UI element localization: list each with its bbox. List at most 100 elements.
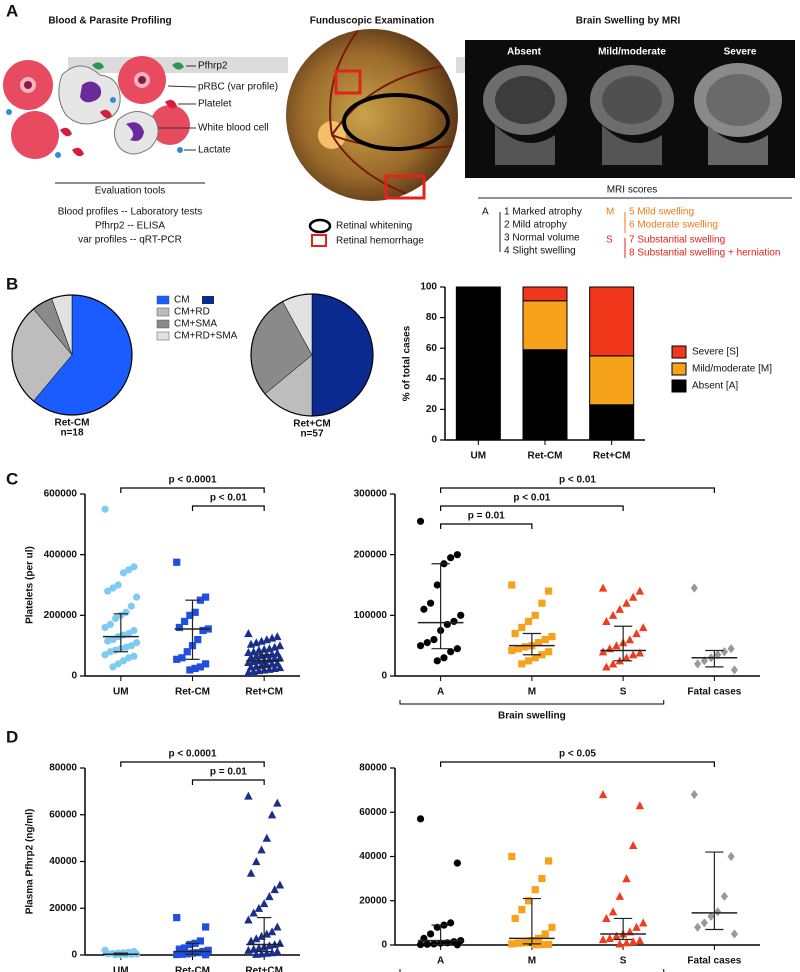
data-point: [106, 648, 114, 656]
data-point: [270, 664, 279, 673]
data-point: [183, 648, 191, 656]
legend-label: Mild/moderate [M]: [692, 364, 772, 375]
cell-label: Pfhrp2: [198, 61, 228, 72]
data-point: [538, 875, 546, 883]
data-point: [518, 660, 526, 668]
data-point: [104, 637, 112, 645]
data-point: [508, 646, 516, 655]
data-point: [598, 790, 608, 799]
p-value: p < 0.0001: [168, 749, 217, 760]
group-bracket: [399, 969, 665, 972]
data-point: [114, 581, 122, 589]
data-point: [416, 642, 425, 650]
score-letter: A: [482, 207, 489, 218]
y-tick-label: 40: [426, 373, 438, 384]
data-point: [252, 949, 261, 958]
data-point: [426, 930, 435, 938]
legend-swatch: [156, 295, 170, 305]
data-point: [265, 941, 274, 950]
data-point: [598, 583, 608, 592]
significance-bracket: [120, 487, 265, 493]
tool-item: var profiles -- qRT-PCR: [78, 235, 182, 246]
y-tick-label: 0: [381, 671, 387, 682]
panel-title: Blood & Parasite Profiling: [48, 16, 171, 27]
group-label: Brain swelling: [498, 711, 566, 722]
data-point: [605, 933, 614, 942]
data-point: [202, 923, 210, 931]
data-point: [508, 852, 516, 861]
data-point: [727, 644, 735, 654]
data-point: [416, 517, 425, 525]
p-value: p < 0.05: [559, 749, 596, 760]
data-point: [254, 903, 264, 912]
tool-item: Blood profiles -- Laboratory tests: [58, 207, 203, 218]
x-tick-label: Ret-CM: [175, 687, 210, 698]
data-point: [538, 651, 546, 659]
cell-label: Lactate: [198, 145, 231, 156]
data-point: [622, 598, 631, 607]
y-tick-label: 0: [381, 940, 387, 951]
cell-label: pRBC (var profile): [198, 82, 278, 93]
x-tick-label: Fatal cases: [687, 687, 741, 698]
y-tick-label: 100: [420, 282, 437, 293]
data-point: [101, 623, 109, 632]
legend-label: CM: [174, 295, 190, 306]
data-point: [111, 614, 120, 622]
panel-label: C: [6, 469, 18, 488]
x-tick-label: Ret+CM: [245, 687, 283, 698]
pie-subtitle: n=18: [60, 428, 84, 439]
data-point: [257, 636, 266, 645]
bar-segment: [522, 300, 568, 351]
data-point: [622, 938, 631, 947]
data-point: [175, 623, 183, 632]
y-tick-label: 80000: [49, 763, 77, 774]
x-tick-label: S: [620, 956, 627, 967]
data-point: [548, 632, 556, 641]
x-tick-label: UM: [113, 966, 129, 972]
legend-swatch: [156, 319, 170, 329]
mri-label: Mild/moderate: [598, 47, 666, 58]
data-point: [635, 586, 645, 595]
data-point: [173, 950, 181, 959]
scores-title: MRI scores: [607, 185, 658, 196]
data-point: [423, 639, 431, 647]
data-point: [694, 659, 702, 669]
data-point: [262, 635, 271, 644]
data-point: [430, 636, 438, 644]
data-point: [707, 911, 715, 921]
legend-label: CM+RD: [174, 307, 210, 318]
data-point: [259, 665, 269, 674]
pie-title: Ret+CM: [293, 419, 331, 430]
data-point: [521, 939, 529, 947]
legend-label: CM+SMA: [174, 319, 217, 330]
cell-label: Platelet: [198, 99, 232, 110]
data-point: [267, 948, 277, 957]
significance-bracket: [191, 505, 265, 511]
data-point: [632, 629, 641, 638]
data-point: [538, 940, 546, 949]
data-point: [181, 944, 189, 952]
pie-slice: [311, 293, 374, 417]
legend-swatch: [202, 296, 214, 304]
y-tick-label: 40000: [359, 851, 387, 862]
tool-item: Pfhrp2 -- ELISA: [95, 221, 165, 232]
data-point: [612, 931, 621, 940]
panel-title: Funduscopic Examination: [310, 16, 434, 27]
data-point: [246, 936, 256, 945]
data-point: [275, 880, 285, 889]
y-tick-label: 20000: [49, 903, 77, 914]
p-value: p < 0.01: [559, 475, 596, 486]
x-tick-label: A: [437, 687, 444, 698]
y-tick-label: 40000: [49, 856, 77, 867]
cell-label: White blood cell: [198, 123, 269, 134]
data-point: [265, 892, 274, 901]
significance-bracket: [440, 761, 715, 767]
y-tick-label: 400000: [44, 549, 78, 560]
score-item: 2 Mild atrophy: [504, 220, 567, 231]
data-point: [608, 907, 618, 916]
data-point: [196, 596, 204, 604]
p-value: p < 0.0001: [168, 475, 217, 486]
data-point: [511, 914, 519, 923]
data-point: [104, 587, 112, 595]
score-letter: M: [606, 207, 614, 218]
